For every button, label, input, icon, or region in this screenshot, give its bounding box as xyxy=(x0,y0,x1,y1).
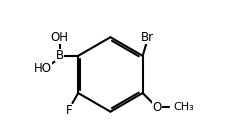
Text: O: O xyxy=(152,101,161,114)
Text: F: F xyxy=(66,104,73,117)
Text: HO: HO xyxy=(34,62,52,75)
Text: Br: Br xyxy=(140,31,153,44)
Text: CH₃: CH₃ xyxy=(173,102,193,112)
Text: OH: OH xyxy=(50,31,68,44)
Text: B: B xyxy=(55,49,63,62)
